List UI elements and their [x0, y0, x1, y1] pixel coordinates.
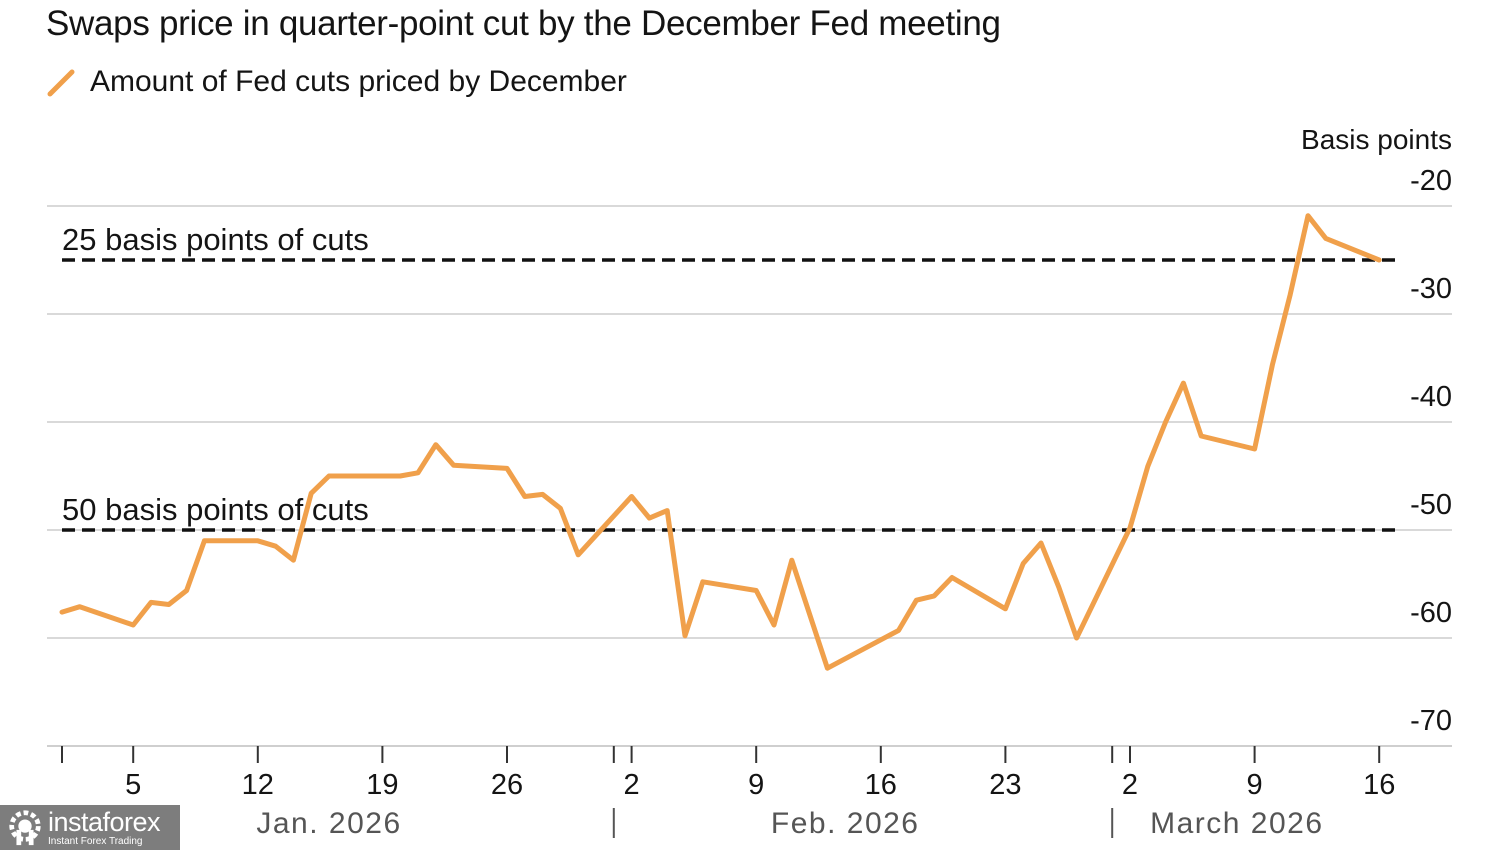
legend-line-icon [47, 69, 75, 97]
reference-line-label: 50 basis points of cuts [62, 492, 369, 527]
legend-label: Amount of Fed cuts priced by December [90, 65, 627, 98]
chart-title: Swaps price in quarter-point cut by the … [46, 4, 1001, 43]
x-tick-label: 2 [624, 769, 640, 801]
series-line [59, 213, 1382, 671]
x-axis: 5 12 19 26 2 9 16 23 2 9 16 Jan. 2026 Feb. 2026 March… [61, 746, 1395, 840]
month-label: Jan. 2026 [256, 807, 401, 840]
y-tick-label: -30 [1410, 273, 1452, 305]
legend: Amount of Fed cuts priced by December [46, 62, 627, 102]
watermark-tagline: Instant Forex Trading [48, 835, 143, 847]
x-tick-label: 12 [242, 769, 274, 801]
watermark-name: instaforex [48, 806, 161, 837]
x-tick-label: 16 [865, 769, 897, 801]
x-tick-label: 26 [491, 769, 523, 801]
x-tick-label: 9 [748, 769, 764, 801]
y-tick-label: -20 [1410, 165, 1452, 197]
y-tick-label: -50 [1410, 489, 1452, 521]
reference-line-label: 25 basis points of cuts [62, 222, 369, 257]
month-label: March 2026 [1150, 807, 1323, 840]
series [59, 213, 1382, 671]
gridlines [47, 205, 1452, 747]
x-tick-label: 5 [125, 769, 141, 801]
x-tick-label: 2 [1122, 769, 1138, 801]
x-tick-label: 9 [1247, 769, 1263, 801]
x-tick-label: 23 [989, 769, 1021, 801]
y-tick-label: -40 [1410, 381, 1452, 413]
y-axis-ticks: -20 -30 -40 -50 -60 -70 [1410, 165, 1452, 737]
x-tick-label: 19 [366, 769, 398, 801]
x-tick-label: 16 [1363, 769, 1395, 801]
instaforex-logo-icon [9, 809, 41, 845]
y-axis-label: Basis points [1301, 124, 1452, 155]
watermark: instaforex Instant Forex Trading [0, 805, 180, 850]
month-label: Feb. 2026 [771, 807, 920, 840]
y-tick-label: -60 [1410, 597, 1452, 629]
reference-lines: 25 basis points of cuts 50 basis points o… [62, 222, 1396, 532]
y-tick-label: -70 [1410, 705, 1452, 737]
